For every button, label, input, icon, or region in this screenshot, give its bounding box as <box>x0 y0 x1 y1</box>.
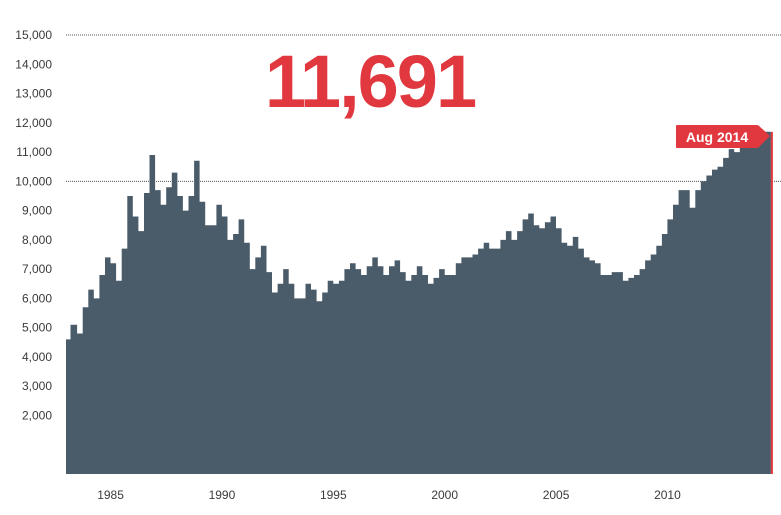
date-flag-label: Aug 2014 <box>686 129 748 145</box>
x-tick-label: 2010 <box>654 488 681 502</box>
y-tick-label: 8,000 <box>22 233 52 247</box>
date-flag-background <box>676 125 758 148</box>
y-tick-label: 14,000 <box>15 57 52 71</box>
y-tick-label: 10,000 <box>15 174 52 188</box>
y-tick-label: 2,000 <box>22 408 52 422</box>
y-tick-label: 3,000 <box>22 379 52 393</box>
y-tick-label: 7,000 <box>22 262 52 276</box>
x-tick-label: 1985 <box>97 488 124 502</box>
x-tick-label: 2005 <box>543 488 570 502</box>
y-tick-label: 4,000 <box>22 350 52 364</box>
y-tick-label: 11,000 <box>16 145 52 159</box>
x-tick-label: 1990 <box>209 488 236 502</box>
y-tick-label: 15,000 <box>15 28 52 42</box>
date-flag: Aug 2014 <box>676 125 770 148</box>
y-axis: 2,000 3,000 4,000 5,000 6,000 7,000 8,000 9,000… <box>15 28 52 422</box>
area-series <box>66 131 771 475</box>
date-flag-pointer <box>758 125 770 148</box>
y-tick-label: 12,000 <box>15 116 52 130</box>
x-tick-label: 1995 <box>320 488 347 502</box>
y-tick-label: 5,000 <box>22 321 52 335</box>
headline-value: 11,691 <box>265 40 476 123</box>
y-tick-label: 9,000 <box>22 204 52 218</box>
y-tick-label: 13,000 <box>15 87 52 101</box>
x-axis: 1985 1990 1995 2000 2005 2010 <box>97 488 681 502</box>
x-tick-label: 2000 <box>431 488 458 502</box>
y-tick-label: 6,000 <box>22 291 52 305</box>
